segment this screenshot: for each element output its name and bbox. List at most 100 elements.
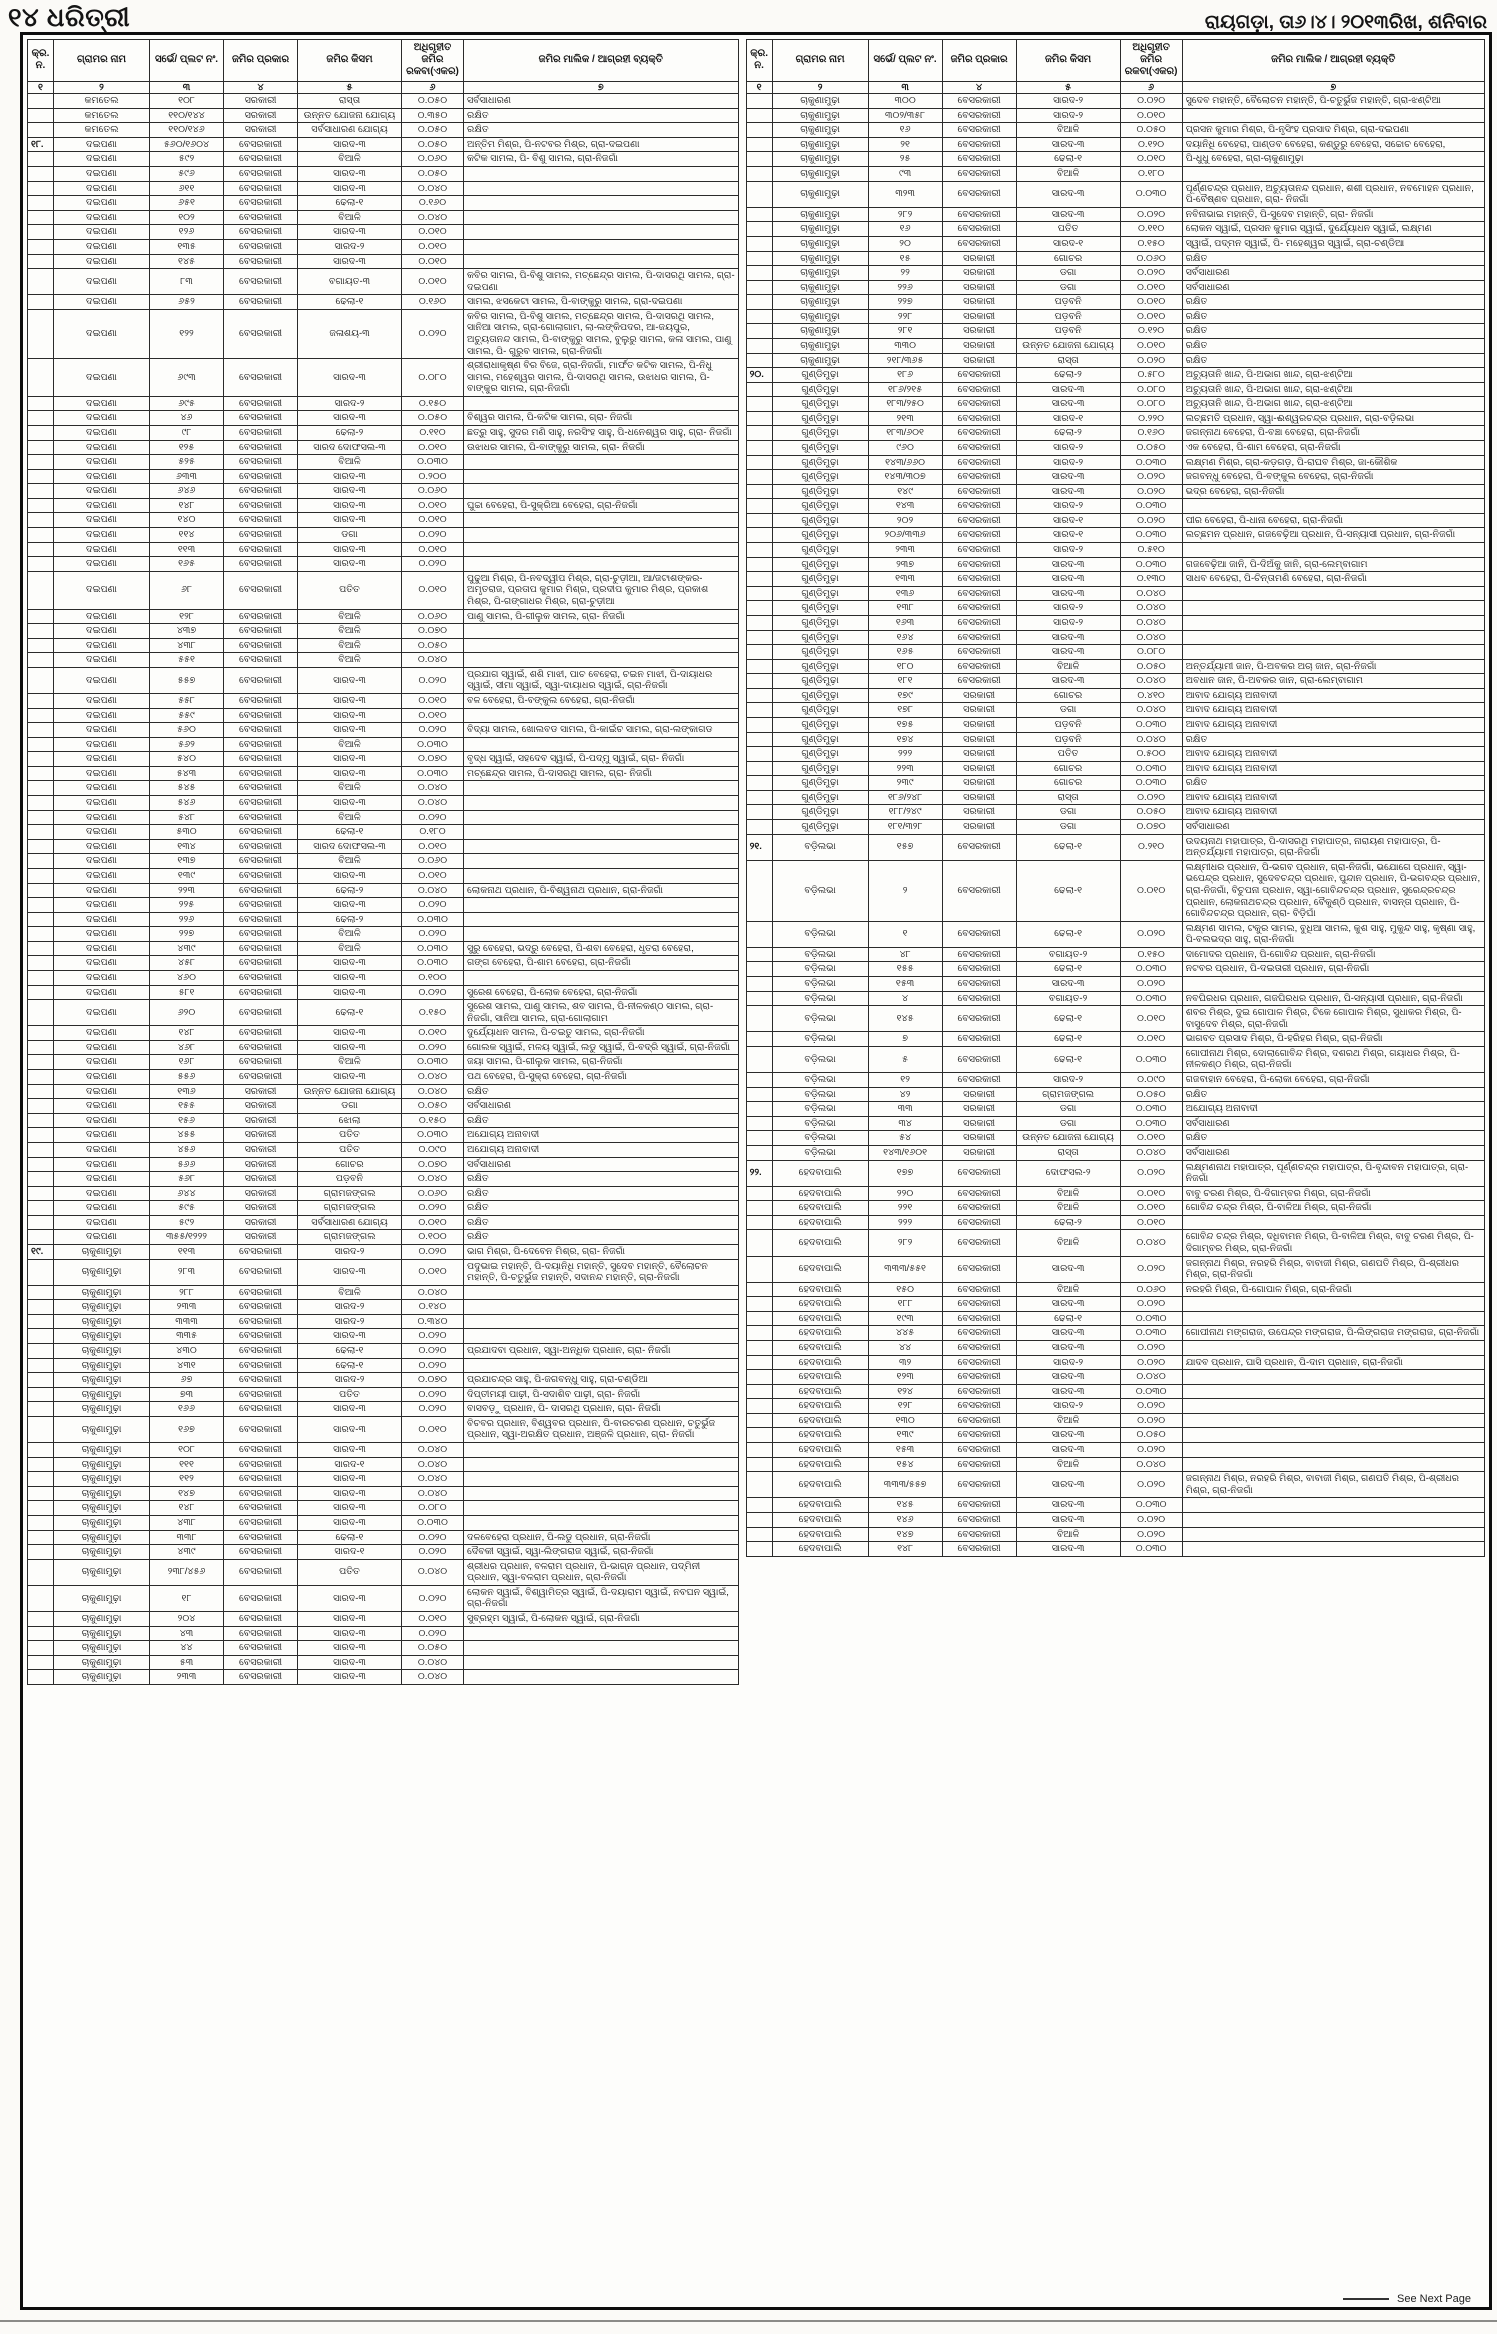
cell-area: ୦.୦୩୦ bbox=[401, 1127, 464, 1143]
table-row: ହେଦବାପାଲି ୧୫୪ ବେସରକାରୀ ବିଆଳି ୦.୦୪୦ bbox=[745, 1456, 1485, 1473]
cell-serial bbox=[27, 497, 54, 514]
cell-land-kisam: ସାରଦ-୨ bbox=[297, 1243, 402, 1260]
cell-serial bbox=[27, 1442, 54, 1458]
cell-serial bbox=[27, 707, 54, 724]
cell-land-kisam: ସାରଦ-୩ bbox=[297, 955, 402, 971]
cell-area: ୦.୦୨୦ bbox=[1119, 93, 1183, 109]
cell-owner bbox=[463, 911, 739, 928]
cell-land-type: ସରକାରୀ bbox=[223, 107, 298, 124]
cell-plot: ୧୨୩ bbox=[867, 1369, 943, 1385]
cell-village: ଚାକୁଣାମୁଢ଼ା bbox=[53, 1640, 150, 1656]
cell-land-type: ବେସରକାରୀ bbox=[941, 1159, 1017, 1187]
table-row: ଦଇପଣା ୧୧୩ ବେସରକାରୀ ସାରଦ-୩ ୦.୦୧୦ bbox=[27, 541, 739, 558]
cell-land-kisam: ସାରଦ-୩ bbox=[1015, 136, 1121, 153]
cell-owner: ଜଗନ୍ନାଥ ମିଶ୍ର, ନରହରି ମିଶ୍ର, ବାବାଜୀ ମିଶ୍ର… bbox=[1181, 1255, 1485, 1283]
cell-serial: ୧୯. bbox=[27, 1243, 54, 1260]
cell-land-kisam: ସାରଦ-୩ bbox=[297, 1328, 402, 1345]
cell-owner bbox=[1181, 1427, 1485, 1444]
cell-land-type: ସରକାରୀ bbox=[223, 122, 298, 138]
table-row: ଦଇପଣା ୫୫୮ ବେସରକାରୀ ସାରଦ-୩ ୦.୦୧୦ ବଳ ବେହେରା, ପି… bbox=[27, 693, 739, 709]
cell-plot: ୨୩୩ bbox=[149, 1299, 224, 1315]
cell-land-type: ବେସରକାରୀ bbox=[223, 1558, 298, 1586]
cell-serial bbox=[27, 1456, 54, 1473]
cell-land-type: ବେସରକାରୀ bbox=[941, 425, 1017, 442]
cell-village: ଚାକୁଣାମୁଢ଼ା bbox=[771, 151, 869, 168]
cell-land-kisam: ବିଆଳି bbox=[297, 652, 402, 668]
cell-village: ହେଦବାପାଲି bbox=[771, 1200, 869, 1216]
cell-owner bbox=[463, 1485, 739, 1502]
cell-area: ୦.୦୧୦ bbox=[401, 497, 464, 514]
cell-owner bbox=[463, 454, 739, 470]
cell-owner: ରକ୍ଷିତ bbox=[1181, 1086, 1485, 1103]
cell-plot: ୧୮୩/୨୫୦ bbox=[867, 396, 943, 412]
cell-owner bbox=[1181, 1296, 1485, 1312]
cell-plot: ୪୮ bbox=[867, 946, 943, 963]
cell-land-type: ବେସରକାରୀ bbox=[223, 882, 298, 899]
notice-border-box: କ୍ର. ନ. ଗ୍ରାମର ନାମ ସର୍ଭେ/ ପ୍ଲଟ ନଂ. ଜମିର ପ୍ର… bbox=[20, 32, 1492, 2310]
cell-plot: ୩୫୫/୧୨୨୨ bbox=[149, 1229, 224, 1245]
cell-owner bbox=[463, 780, 739, 797]
cell-land-kisam: ସାରଦ-୨ bbox=[297, 1313, 402, 1330]
cell-village: ଦଇପଣା bbox=[53, 1156, 150, 1173]
cell-land-kisam: ସାରଦ-୩ bbox=[297, 541, 402, 558]
cell-land-type: ବେସରକାରୀ bbox=[223, 1313, 298, 1330]
cell-plot: ୫୫୬ bbox=[149, 1069, 224, 1085]
cell-land-type: ବେସରକାରୀ bbox=[223, 838, 298, 855]
cell-village: ଦଇପଣା bbox=[53, 867, 150, 884]
cell-area: ୦.୦୫୦ bbox=[401, 1098, 464, 1114]
table-row: ଗୁଣ୍ଡିମୁଢ଼ା ୨୨୩ ସରକାରୀ ଗୋଚର ୦.୦୩୦ ଆବାଦ ଯୋଗ୍ୟ … bbox=[745, 760, 1485, 777]
cell-serial bbox=[27, 897, 54, 913]
cell-serial bbox=[27, 180, 54, 197]
cell-serial bbox=[745, 235, 773, 252]
cell-area: ୦.୦୫୦ bbox=[401, 93, 464, 109]
column-number: ୧ bbox=[745, 80, 773, 95]
cell-serial bbox=[27, 751, 54, 767]
cell-serial bbox=[745, 1541, 773, 1557]
cell-area: ୦.୧୬୦ bbox=[401, 294, 464, 310]
cell-land-type: ବେସରକାରୀ bbox=[223, 308, 298, 360]
table-row: ଚାକୁଣାମୁଢ଼ା ୩୩୦ ସରକାରୀ ଉନ୍ନତ ଯୋଜନା ଯୋଗ୍ୟ ୦.୦… bbox=[745, 337, 1485, 354]
cell-land-kisam: ବିଆଳି bbox=[1015, 122, 1121, 138]
cell-area: ୦.୨୨୦ bbox=[1119, 410, 1183, 427]
cell-land-type: ବେସରକାରୀ bbox=[223, 707, 298, 724]
cell-land-kisam: ସାରଦ-୩ bbox=[297, 1654, 402, 1671]
cell-owner: ଦାମୋଦର ପ୍ରଧାନ, ପି-ଗୋବିନ୍ଦ ପ୍ରଧାନ, ଗ୍ରା-ନ… bbox=[1181, 946, 1485, 963]
table-row: ଚାକୁଣାମୁଢ଼ା ୨୩୩ ବେସରକାରୀ ସାରଦ-୩ ୦.୦୪୦ bbox=[27, 1669, 739, 1685]
cell-serial bbox=[27, 512, 54, 529]
table-row: ଦଇପଣା ୪୬୮ ବେସରକାରୀ ସାରଦ-୩ ୦.୦୨୦ ଗୋଲକ ସ୍ୱାଇଁ, … bbox=[27, 1039, 739, 1056]
cell-owner: ଜୟା ସାମଲ, ପି-ଗୀଲୁକ ସାମଲ, ଗ୍ରା-ନିଜଗାଁ bbox=[463, 1054, 739, 1071]
cell-land-kisam: ବଗାୟତ-୨ bbox=[1015, 946, 1121, 963]
cell-plot: ୫୩ bbox=[149, 1654, 224, 1671]
cell-village: ଚାକୁଣାମୁଢ଼ା bbox=[771, 308, 869, 325]
cell-land-kisam: ଢେଲା-୧ bbox=[1015, 1045, 1121, 1074]
cell-plot: ୧୨ bbox=[867, 1072, 943, 1088]
cell-area: ୦.୦୪୦ bbox=[401, 209, 464, 226]
cell-serial bbox=[27, 1544, 54, 1560]
cell-land-kisam: ରାସ୍ତା bbox=[297, 93, 402, 109]
cell-village: ଚାକୁଣାମୁଢ଼ା bbox=[771, 166, 869, 182]
cell-land-kisam: ସାରଦ-୨ bbox=[297, 395, 402, 412]
cell-serial bbox=[745, 1471, 773, 1499]
cell-area: ୦.୦୩୦ bbox=[1119, 760, 1183, 777]
cell-land-type: ସରକାରୀ bbox=[941, 789, 1017, 806]
cell-plot: ୩୨ bbox=[867, 1354, 943, 1371]
cell-plot: ୪୩ bbox=[149, 1625, 224, 1642]
cell-owner bbox=[1181, 629, 1485, 646]
cell-plot: ୪୪ bbox=[149, 1640, 224, 1656]
cell-serial bbox=[27, 867, 54, 884]
column-header: ଜମିର କିସମ bbox=[1015, 39, 1121, 82]
cell-owner bbox=[463, 483, 739, 499]
table-row: ଚାକୁଣାମୁଢ଼ା ୧୮ ବେସରକାରୀ ସାରଦ-୩ ୦.୦୨୦ ଲୋକନ ସ୍ୱ… bbox=[27, 1584, 739, 1613]
cell-land-kisam: ସାରଦ-୩ bbox=[297, 166, 402, 182]
cell-land-kisam: ସାରଦ-୩ bbox=[297, 1640, 402, 1656]
cell-owner bbox=[1181, 644, 1485, 660]
cell-land-kisam: ସାରଦ-୩ bbox=[297, 1669, 402, 1685]
cell-owner: ଆବାଦ ଯୋଗ୍ୟ ଅନାବାଦୀ bbox=[1181, 717, 1485, 733]
cell-area: ୦.୦୧୦ bbox=[401, 693, 464, 709]
cell-area: ୦.୦୭୦ bbox=[1119, 819, 1183, 835]
cell-plot: ୫୪୦ bbox=[149, 751, 224, 767]
column-header: କ୍ର. ନ. bbox=[745, 39, 773, 82]
cell-owner bbox=[463, 556, 739, 572]
cell-serial bbox=[27, 736, 54, 753]
